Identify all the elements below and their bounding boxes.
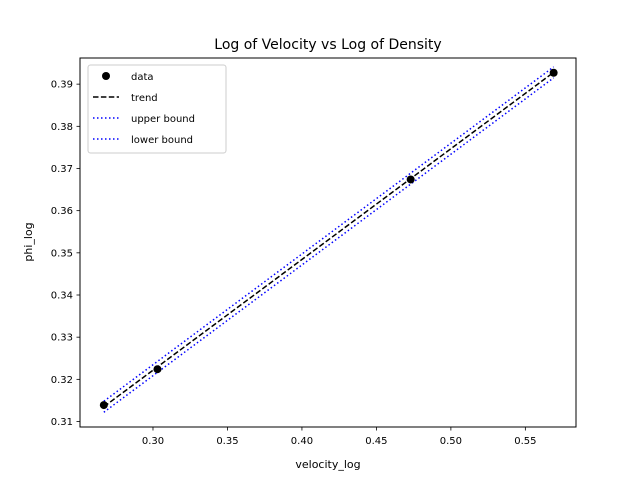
x-tick-label: 0.55 — [514, 436, 536, 447]
series-layer — [99, 66, 558, 413]
lower-bound-line — [103, 77, 555, 413]
y-tick-label: 0.39 — [51, 80, 73, 91]
ticks-layer: 0.30 0.35 0.40 0.45 0.50 0.55 0.31 0.32 0.33 0.34… — [51, 80, 537, 447]
y-tick-label: 0.34 — [51, 291, 73, 302]
y-tick-label: 0.31 — [51, 417, 73, 428]
legend-label-data: data — [131, 72, 154, 83]
x-axis-label: velocity_log — [295, 458, 360, 471]
legend-marker-data — [102, 72, 110, 80]
plot-area-frame — [79, 57, 577, 428]
legend-frame — [87, 64, 227, 154]
x-tick-label: 0.30 — [142, 436, 164, 447]
data-point — [99, 401, 108, 410]
x-tick-label: 0.35 — [216, 436, 238, 447]
chart-title: Log of Velocity vs Log of Density — [214, 37, 441, 53]
x-tick-label: 0.40 — [291, 436, 313, 447]
legend: data trend upper bound lower bound — [87, 64, 227, 154]
y-tick-label: 0.38 — [51, 122, 73, 133]
legend-label-trend: trend — [131, 93, 158, 104]
data-point — [549, 68, 558, 77]
trend-line — [103, 71, 555, 408]
y-tick-label: 0.33 — [51, 333, 73, 344]
legend-label-upper-bound: upper bound — [131, 114, 195, 125]
y-axis-label: phi_log — [22, 222, 35, 261]
data-point — [406, 175, 415, 184]
upper-bound-line — [103, 66, 555, 402]
legend-label-lower-bound: lower bound — [131, 135, 193, 146]
y-tick-label: 0.32 — [51, 375, 73, 386]
y-tick-label: 0.35 — [51, 248, 73, 259]
data-point — [153, 365, 162, 374]
y-tick-label: 0.37 — [51, 164, 73, 175]
x-tick-label: 0.50 — [440, 436, 462, 447]
x-tick-label: 0.45 — [365, 436, 387, 447]
y-tick-label: 0.36 — [51, 206, 73, 217]
